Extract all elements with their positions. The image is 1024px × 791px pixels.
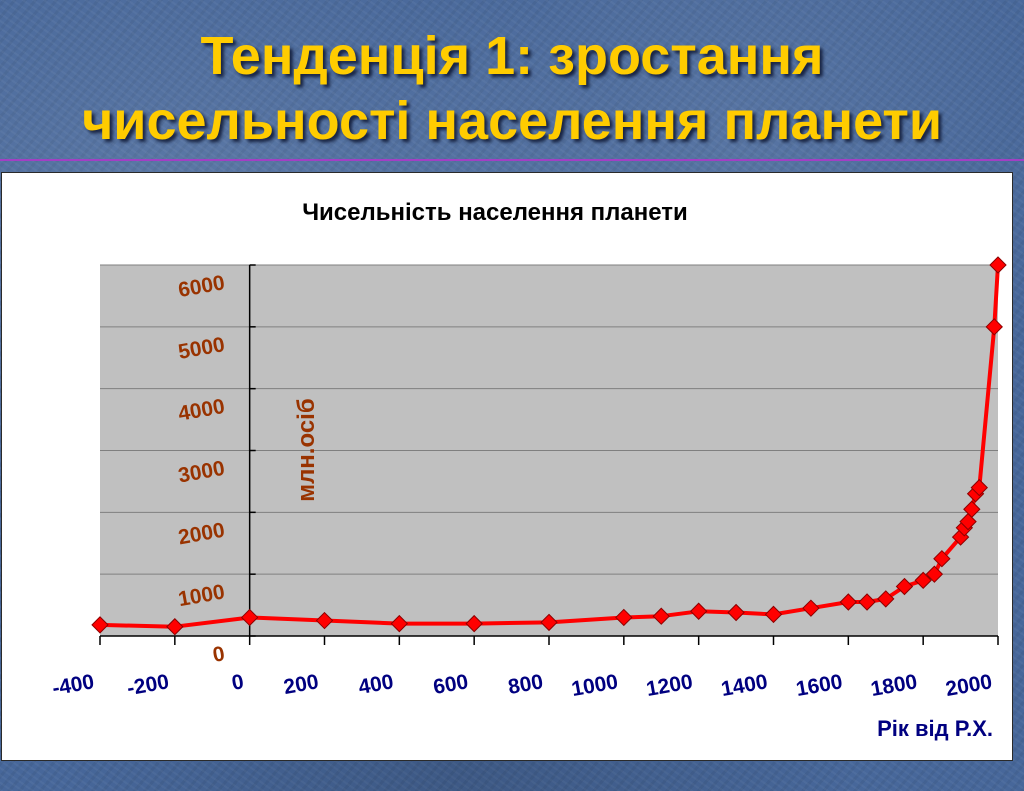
data-point-marker (615, 608, 633, 627)
x-tick-label: 1200 (645, 670, 695, 701)
x-tick-label: 2000 (944, 670, 994, 701)
chart-title: Чисельність населення планети (302, 199, 688, 226)
x-tick-label: -400 (50, 670, 95, 700)
data-point-marker (689, 602, 708, 620)
data-point-marker (877, 590, 895, 608)
x-axis-label: Рік від Р.Х. (877, 716, 993, 741)
title-divider (0, 159, 1024, 161)
slide-title-line-2: чисельності населення планети (81, 91, 943, 151)
x-tick-label: 1600 (794, 670, 844, 701)
data-point-marker (839, 593, 858, 611)
data-point-marker (963, 500, 981, 518)
data-point-marker (802, 599, 820, 617)
slide-title-line-1: Тенденція 1: зростання (200, 26, 824, 86)
x-tick-label: 1800 (869, 670, 919, 701)
data-point-marker (985, 318, 1003, 336)
data-point-marker (727, 603, 745, 622)
x-tick-label: 600 (432, 670, 471, 699)
x-tick-label: 1400 (719, 670, 769, 701)
data-point-marker (315, 611, 334, 630)
slide-title: Тенденція 1: зростання чисельності насел… (0, 24, 1024, 154)
x-tick-label: 800 (506, 670, 545, 699)
data-point-marker (895, 577, 914, 596)
y-axis-label: млн.осіб (293, 398, 320, 501)
x-tick-label: 400 (357, 670, 396, 699)
data-point-marker (858, 593, 876, 611)
data-point-marker (390, 614, 409, 633)
data-point-marker (166, 618, 184, 636)
data-point-marker (91, 616, 109, 634)
data-point-marker (914, 571, 932, 590)
y-tick-label: 0 (211, 642, 227, 667)
x-tick-label: 200 (282, 670, 321, 699)
data-point-marker (240, 608, 259, 627)
data-point-marker (764, 605, 783, 624)
data-point-marker (465, 614, 483, 633)
x-tick-label: 1000 (570, 670, 620, 701)
x-tick-label: -200 (125, 670, 170, 700)
data-point-marker (933, 550, 951, 568)
data-point-marker (540, 613, 558, 632)
data-point-marker (925, 565, 944, 583)
data-point-marker (989, 256, 1007, 274)
x-tick-label: 0 (230, 670, 246, 695)
data-point-marker (970, 478, 988, 497)
data-point-marker (652, 607, 670, 625)
